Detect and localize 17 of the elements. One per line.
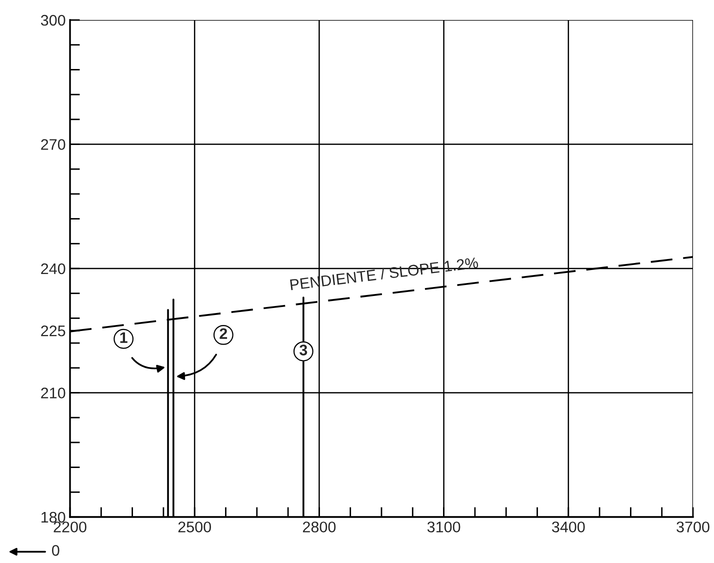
x-tick-label: 3400 — [552, 522, 585, 532]
annotation: 3 — [300, 344, 308, 356]
y-tick-label: 270 — [41, 139, 66, 150]
annotation: 1 — [120, 332, 128, 343]
y-tick-label: 225 — [41, 325, 66, 336]
x-tick-label: 2500 — [178, 522, 211, 532]
annotation: 2 — [220, 328, 228, 339]
y-tick-label: 240 — [41, 263, 66, 274]
annotation: PENDIENTE / SLOPE 1.2% — [290, 256, 478, 290]
x-tick-label: 3100 — [427, 522, 460, 532]
y-tick-label: 180 — [42, 512, 66, 523]
x-tick-label: 3700 — [676, 522, 710, 532]
y-tick-label: 210 — [41, 388, 66, 398]
y-tick-label: 300 — [40, 14, 66, 26]
x-tick-label: 2200 — [54, 522, 86, 532]
text: 0 — [52, 545, 60, 556]
x-tick-label: 2800 — [302, 522, 336, 532]
